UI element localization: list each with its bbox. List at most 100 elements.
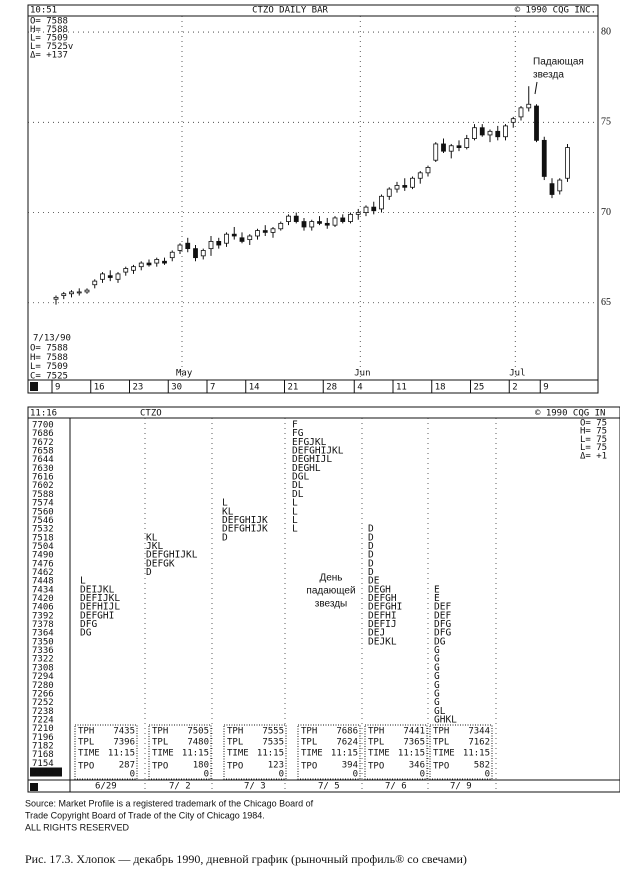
caption: Рис. 17.3. Хлопок — декабрь 1990, дневно… <box>25 852 467 866</box>
tpo-row: GHKL <box>434 714 457 725</box>
month-label: Jul <box>509 369 525 379</box>
tpo-row: DFG <box>80 619 97 630</box>
candle-body <box>286 215 291 222</box>
tpo-row: D <box>222 532 228 543</box>
stat-label: TPO <box>433 762 449 772</box>
tpo-row: DEF <box>434 610 451 621</box>
tpo-row: L <box>292 498 298 509</box>
stat-label: TIME <box>301 749 323 759</box>
candle-body <box>301 221 307 228</box>
date-label: 6/29 <box>95 782 117 792</box>
y-tick-label: 7336 <box>32 646 54 656</box>
candle-body <box>216 241 222 246</box>
candle-body <box>541 139 547 177</box>
quote-line: Δ= +1 <box>580 451 607 461</box>
stat-value: 11:15 <box>463 749 490 759</box>
tpo-row: DEFGHIJKL <box>146 550 198 561</box>
annotation: Падающая <box>533 57 584 68</box>
tpo-row: JKL <box>146 541 163 552</box>
stat-label: TIME <box>152 749 174 759</box>
candle-body <box>324 222 330 226</box>
tpo-row: L <box>292 524 298 535</box>
x-tick-label: 9 <box>55 383 60 393</box>
tpo-row: DEFGK <box>146 558 175 569</box>
y-tick-label: 7672 <box>32 438 54 448</box>
candle-body <box>247 235 253 241</box>
candle-body <box>348 213 353 222</box>
tpo-row: DEFHI <box>368 610 397 621</box>
tpo-row: DG <box>434 636 446 647</box>
tpo-row: GL <box>434 706 446 717</box>
candle-body <box>69 291 74 295</box>
stat-value: 7686 <box>336 727 358 737</box>
candle-body <box>208 241 214 250</box>
y-tick-label: 7518 <box>32 533 54 543</box>
candle-body <box>433 143 439 161</box>
tpo-row: DGL <box>292 472 309 483</box>
stat-flag: 0 <box>204 770 209 780</box>
quote-line: H= 75 <box>580 427 607 437</box>
y-tick-label: 7322 <box>32 655 54 665</box>
candle-body <box>162 260 167 264</box>
y-tick-label: 7504 <box>32 542 54 552</box>
tpo-row: DEFHIJL <box>80 602 120 613</box>
stats-box <box>74 724 138 780</box>
tpo-row: E <box>434 593 440 604</box>
stat-value: 7505 <box>187 727 209 737</box>
quote-line: Δ= +137 <box>30 51 68 61</box>
x-tick-label: 25 <box>474 383 485 393</box>
stat-flag: 0 <box>420 770 425 780</box>
candle-body <box>363 206 369 213</box>
candle-body <box>394 185 400 190</box>
y-tick-label: 7280 <box>32 681 54 691</box>
tpo-row: E <box>434 584 440 595</box>
corner-box <box>30 783 38 791</box>
tpo-row: DEIJKL <box>80 584 115 595</box>
tpo-row: FG <box>292 428 304 439</box>
stats-box <box>297 724 361 780</box>
tpo-row: DFG <box>434 628 451 639</box>
candle-body <box>472 127 477 139</box>
candle-body <box>185 242 191 250</box>
source-line: Source: Market Profile is a registered t… <box>25 798 314 808</box>
y-tick-label: 7644 <box>32 455 54 465</box>
candle-body <box>534 105 539 141</box>
candle-body <box>138 262 144 268</box>
y-tick-label: 65 <box>601 297 611 308</box>
candle-body <box>456 145 462 148</box>
tpo-row: DEGHIJL <box>292 454 332 465</box>
candle-body <box>193 248 198 259</box>
candle-body <box>255 230 260 237</box>
quote-line: O= 75 <box>580 419 607 429</box>
tpo-row: D <box>146 567 152 578</box>
stats-box <box>148 724 212 780</box>
y-tick-label: 7532 <box>32 525 54 535</box>
stats-box <box>364 724 428 780</box>
top-frame <box>27 4 599 394</box>
y-tick-label: 7448 <box>32 577 54 587</box>
candle-body <box>557 179 563 192</box>
tpo-row: G <box>434 654 440 665</box>
month-label: Jun <box>354 369 370 379</box>
candle-body <box>332 217 338 226</box>
date-label: 7/ 2 <box>169 782 191 792</box>
candle-body <box>169 251 175 259</box>
stat-value: 123 <box>268 761 284 771</box>
candle-body <box>340 217 346 222</box>
tpo-row: EFGJKL <box>292 437 327 448</box>
stat-value: 7344 <box>468 727 490 737</box>
candle-body <box>317 221 322 224</box>
quote-line: O= 7588 <box>30 17 68 27</box>
stat-value: 11:15 <box>182 749 209 759</box>
y-tick-label: 7420 <box>32 594 54 604</box>
candle-body <box>262 230 268 233</box>
candle-body <box>84 289 90 293</box>
tpo-row: D <box>368 524 374 535</box>
stat-label: TPH <box>368 727 384 737</box>
y-tick-label: 7462 <box>32 568 54 578</box>
tpo-row: DE <box>368 576 380 587</box>
stat-label: TPL <box>433 738 449 748</box>
candle-body <box>402 185 408 188</box>
tpo-row: KL <box>146 532 158 543</box>
